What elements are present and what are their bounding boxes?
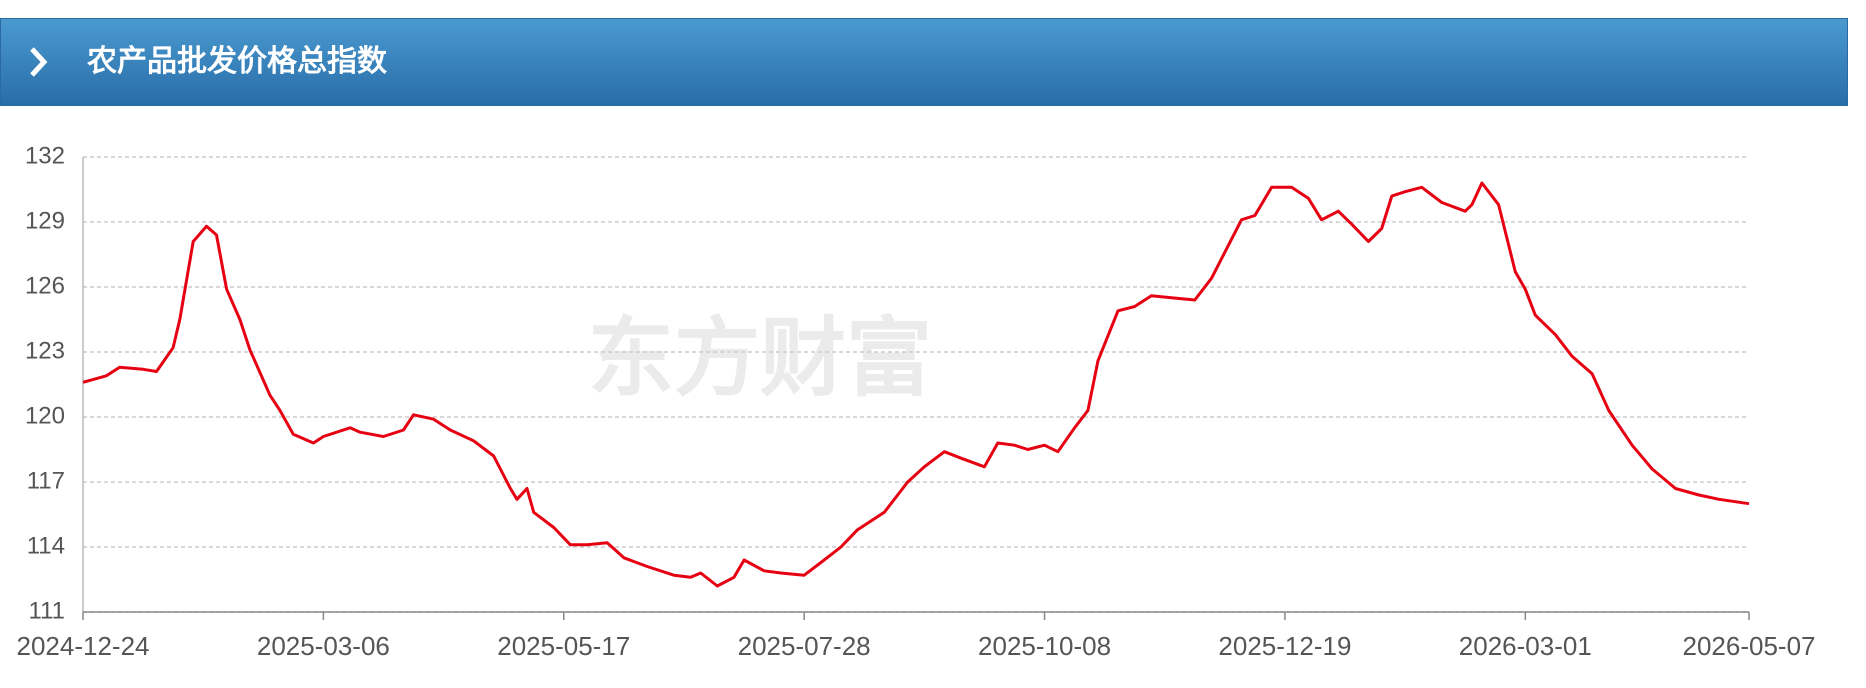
y-tick-label: 114 bbox=[27, 532, 65, 559]
watermark: 东方财富 bbox=[588, 311, 932, 407]
header: 农产品批发价格总指数 bbox=[0, 18, 1848, 106]
y-tick-label: 123 bbox=[25, 337, 65, 364]
y-tick-label: 111 bbox=[29, 597, 65, 624]
y-tick-label: 117 bbox=[27, 467, 65, 494]
y-tick-label: 120 bbox=[25, 402, 65, 429]
x-tick-label: 2025-07-28 bbox=[738, 631, 871, 661]
x-tick-label: 2024-12-24 bbox=[17, 631, 150, 661]
y-tick-label: 129 bbox=[25, 207, 65, 234]
x-tick-label: 2025-12-19 bbox=[1218, 631, 1351, 661]
x-tick-label: 2025-10-08 bbox=[978, 631, 1111, 661]
x-tick-label: 2025-03-06 bbox=[257, 631, 390, 661]
y-tick-label: 132 bbox=[25, 142, 65, 169]
x-tick-label: 2025-05-17 bbox=[497, 631, 630, 661]
chevron-icon bbox=[30, 47, 48, 77]
header-title: 农产品批发价格总指数 bbox=[87, 45, 387, 78]
x-tick-label: 2026-03-01 bbox=[1459, 631, 1592, 661]
y-tick-label: 126 bbox=[25, 272, 65, 299]
x-tick-label: 2026-05-07 bbox=[1683, 631, 1816, 661]
series-line bbox=[82, 181, 1750, 588]
